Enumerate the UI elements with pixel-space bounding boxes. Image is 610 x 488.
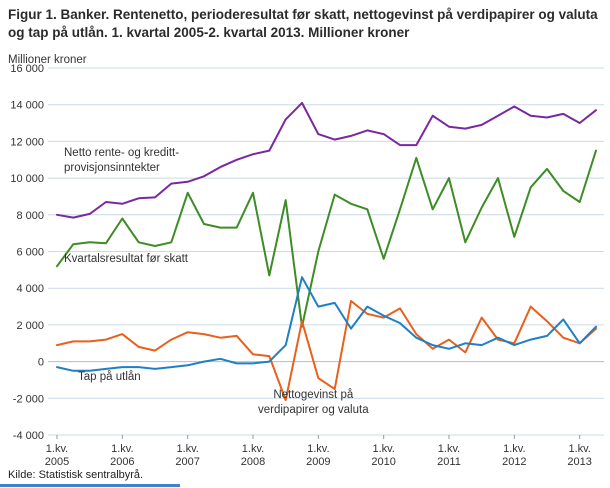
x-tick-year: 2012 bbox=[502, 456, 526, 466]
x-tick-label: 1.kv. bbox=[176, 443, 198, 455]
y-tick-label: 6 000 bbox=[16, 247, 44, 259]
series-line-tap bbox=[56, 276, 597, 372]
source-credit: Kilde: Statistisk sentralbyrå. bbox=[8, 469, 144, 481]
y-tick-label: 16 000 bbox=[10, 63, 44, 75]
series-line-rentenetto bbox=[56, 101, 597, 219]
x-tick-year: 2011 bbox=[437, 456, 461, 466]
y-tick-label: 14 000 bbox=[10, 100, 44, 112]
x-tick-year: 2010 bbox=[371, 456, 395, 466]
figure-title: Figur 1. Banker. Rentenetto, perioderesu… bbox=[8, 7, 598, 41]
y-tick-label: 2 000 bbox=[16, 320, 44, 332]
y-axis-unit-label: Millioner kroner bbox=[8, 54, 87, 66]
x-tick-label: 1.kv. bbox=[503, 443, 525, 455]
x-tick-label: 1.kv. bbox=[111, 443, 133, 455]
x-tick-year: 2006 bbox=[110, 456, 134, 466]
series-label-line: provisjonsinntekter bbox=[64, 161, 160, 174]
series-label-line: Nettogevinst på bbox=[273, 389, 354, 401]
series-line-gevinst bbox=[56, 300, 597, 402]
series-label-resultat: Kvartalsresultat før skatt bbox=[64, 253, 188, 265]
series-label-tap: Tap på utlån bbox=[78, 371, 141, 383]
x-tick-label: 1.kv. bbox=[242, 443, 264, 455]
series-line-resultat bbox=[56, 149, 597, 328]
series-label-gevinst: Nettogevinst på verdipapirer og valuta bbox=[258, 388, 369, 418]
x-tick-label: 1.kv. bbox=[372, 443, 394, 455]
y-tick-label: 12 000 bbox=[10, 136, 44, 148]
x-tick-label: 1.kv. bbox=[307, 443, 329, 455]
x-tick-label: 1.kv. bbox=[438, 443, 460, 455]
x-tick-label: 1.kv. bbox=[568, 443, 590, 455]
y-tick-label: -2 000 bbox=[13, 393, 44, 405]
x-tick-label: 1.kv. bbox=[46, 443, 68, 455]
y-tick-label: -4 000 bbox=[13, 430, 44, 442]
series-label-line: verdipapirer og valuta bbox=[258, 403, 369, 416]
y-tick-label: 10 000 bbox=[10, 173, 44, 185]
y-tick-label: 0 bbox=[38, 357, 44, 369]
chart-plot: 16 000 14 000 12 000 10 000 8 000 6 000 4 000 2… bbox=[10, 63, 604, 466]
series-label-rentenetto: Netto rente- og kreditt- provisjonsinnte… bbox=[64, 146, 179, 176]
x-tick-year: 2007 bbox=[175, 456, 199, 466]
y-tick-label: 4 000 bbox=[16, 283, 44, 295]
x-tick-year: 2008 bbox=[241, 456, 265, 466]
y-tick-label: 8 000 bbox=[16, 210, 44, 222]
x-tick-year: 2009 bbox=[306, 456, 330, 466]
x-tick-year: 2013 bbox=[567, 456, 591, 466]
footer-rule bbox=[0, 484, 180, 487]
x-tick-year: 2005 bbox=[45, 456, 69, 466]
series-label-line: Netto rente- og kreditt- bbox=[64, 147, 180, 159]
